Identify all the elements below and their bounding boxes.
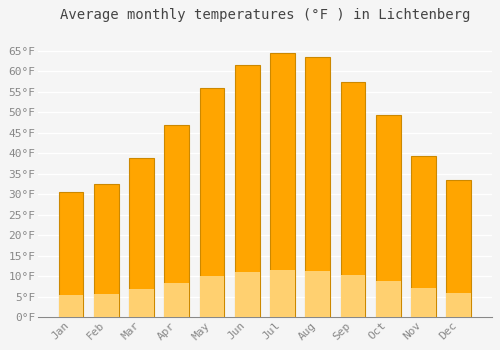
Bar	[164, 125, 189, 317]
Bar	[376, 281, 400, 317]
Bar	[200, 276, 224, 317]
Bar	[446, 180, 471, 317]
Bar	[306, 57, 330, 317]
Bar	[340, 275, 365, 317]
Bar	[376, 114, 400, 317]
Bar	[129, 289, 154, 317]
Bar	[235, 65, 260, 317]
Bar	[58, 193, 84, 317]
Bar	[270, 53, 295, 317]
Bar	[270, 270, 295, 317]
Bar	[340, 82, 365, 317]
Bar	[200, 88, 224, 317]
Title: Average monthly temperatures (°F ) in Lichtenberg: Average monthly temperatures (°F ) in Li…	[60, 8, 470, 22]
Bar	[129, 158, 154, 317]
Bar	[446, 293, 471, 317]
Bar	[235, 272, 260, 317]
Bar	[306, 271, 330, 317]
Bar	[411, 155, 436, 317]
Bar	[164, 283, 189, 317]
Bar	[411, 288, 436, 317]
Bar	[94, 184, 118, 317]
Bar	[94, 294, 118, 317]
Bar	[58, 295, 84, 317]
